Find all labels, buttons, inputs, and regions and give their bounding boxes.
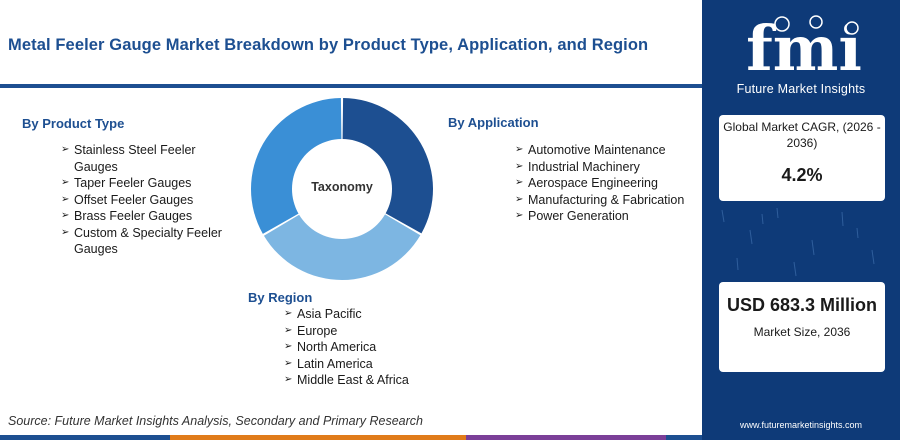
bar-segment — [466, 435, 666, 440]
arrow-bullet-icon: ➢ — [61, 210, 70, 221]
list-item: ➢ Latin America — [284, 356, 373, 371]
market-size-value: USD 683.3 Million — [726, 295, 878, 315]
list-item: ➢ North America — [284, 340, 377, 354]
market-size-card: USD 683.3 Million Market Size, 2036 — [719, 282, 885, 372]
arrow-bullet-icon: ➢ — [515, 193, 524, 205]
list-item: ➢ Middle East & Africa — [284, 373, 409, 387]
arrow-bullet-icon: ➢ — [515, 177, 524, 188]
donut-segment — [251, 98, 342, 234]
list-item: ➢ Europe — [284, 323, 338, 338]
main-panel: Metal Feeler Gauge Market Breakdown by P… — [0, 36, 702, 440]
region-list: ➢ Asia Pacific ➢ Europe ➢ North America ➢ La… — [284, 306, 444, 389]
bar-segment — [0, 435, 170, 440]
arrow-bullet-icon: ➢ — [61, 226, 70, 238]
list-item: ➢ Automotive Maintenance — [515, 143, 666, 157]
region-heading: By Region — [248, 290, 313, 305]
arrow-bullet-icon: ➢ — [515, 210, 524, 221]
page-title: Metal Feeler Gauge Market Breakdown by P… — [8, 36, 649, 54]
taxonomy-donut — [251, 98, 433, 280]
market-size-label: Market Size, 2036 — [753, 325, 851, 339]
donut-segment — [342, 98, 433, 234]
list-item: ➢ Custom & Specialty Feeler Gauges — [61, 225, 222, 257]
list-item: ➢ Aerospace Engineering — [515, 176, 658, 190]
background-texture — [721, 207, 875, 277]
brand-name: Future Market Insights — [736, 82, 866, 96]
list-item: ➢ Offset Feeler Gauges — [61, 192, 194, 207]
list-item: ➢ Manufacturing & Fabrication — [515, 192, 685, 207]
list-item: ➢ Asia Pacific — [284, 307, 362, 321]
arrow-bullet-icon: ➢ — [515, 160, 524, 172]
donut-segment — [263, 214, 421, 280]
list-item: ➢ Brass Feeler Gauges — [61, 209, 193, 223]
bar-segment — [666, 435, 702, 440]
cagr-value: 4.2% — [781, 165, 823, 185]
bottom-color-bar — [0, 435, 702, 440]
cagr-label: Global Market CAGR, (2026 - 2036) — [723, 120, 881, 150]
arrow-bullet-icon: ➢ — [284, 374, 293, 385]
list-item: ➢ Stainless Steel Feeler Gauges — [61, 143, 196, 174]
title-divider — [0, 84, 702, 88]
donut-center-label: Taxonomy — [311, 180, 373, 194]
product-type-list: ➢ Stainless Steel Feeler Gauges ➢ Taper Fe… — [61, 142, 231, 258]
cagr-card: Global Market CAGR, (2026 - 2036) 4.2% — [719, 115, 885, 201]
arrow-bullet-icon: ➢ — [284, 324, 293, 336]
logo-wordmark: fmi — [746, 14, 862, 76]
arrow-bullet-icon: ➢ — [515, 144, 524, 155]
arrow-bullet-icon: ➢ — [284, 308, 293, 319]
source-note: Source: Future Market Insights Analysis,… — [8, 414, 423, 428]
arrow-bullet-icon: ➢ — [61, 193, 70, 205]
list-item: ➢ Industrial Machinery — [515, 159, 640, 174]
fmi-logo: fmi — [746, 14, 862, 76]
brand-sidebar: fmi Future Market Insights Global Market… — [702, 0, 900, 440]
list-item: ➢ Power Generation — [515, 209, 629, 223]
product-type-heading: By Product Type — [22, 116, 125, 131]
arrow-bullet-icon: ➢ — [284, 357, 293, 369]
arrow-bullet-icon: ➢ — [284, 341, 293, 352]
bar-segment — [170, 435, 466, 440]
website-url: www.futuremarketinsights.com — [739, 420, 863, 430]
application-heading: By Application — [448, 115, 539, 130]
arrow-bullet-icon: ➢ — [61, 144, 70, 155]
application-list: ➢ Automotive Maintenance ➢ Industrial Mach… — [515, 142, 695, 225]
arrow-bullet-icon: ➢ — [61, 177, 70, 188]
list-item: ➢ Taper Feeler Gauges — [61, 176, 192, 190]
